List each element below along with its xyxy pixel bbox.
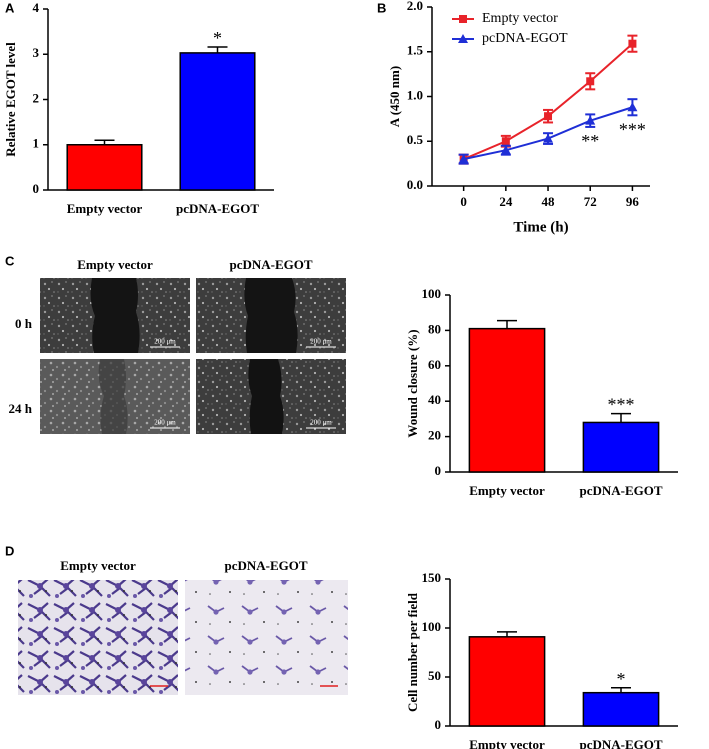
transwell-images: [18, 580, 348, 695]
marker: [585, 115, 596, 125]
column-label: Empty vector: [60, 558, 136, 573]
marker: [458, 154, 469, 164]
panel-label: A: [5, 0, 15, 15]
y-tick-label: 0: [33, 181, 40, 196]
y-tick-label: 0.5: [407, 132, 424, 147]
legend-label: pcDNA-EGOT: [482, 31, 568, 46]
x-tick-label: pcDNA-EGOT: [176, 201, 259, 216]
y-tick-label: 20: [428, 428, 441, 443]
y-axis-label: Cell number per field: [405, 592, 420, 712]
significance: *: [213, 28, 222, 48]
y-axis-label: Wound closure (%): [405, 329, 420, 437]
marker: [500, 145, 511, 155]
bar: [582, 691, 660, 727]
x-tick-label: 24: [499, 194, 513, 209]
significance: ***: [608, 395, 635, 415]
y-tick-label: 50: [428, 668, 441, 683]
column-label: pcDNA-EGOT: [229, 257, 312, 272]
legend-label: Empty vector: [482, 11, 558, 26]
y-tick-label: 40: [428, 392, 441, 407]
row-label: 0 h: [15, 316, 33, 331]
marker: [543, 133, 554, 143]
x-tick-label: pcDNA-EGOT: [579, 737, 662, 749]
y-tick-label: 2: [33, 90, 40, 105]
scale-bar-label: 200 μm: [154, 419, 176, 427]
scale-bar-label: 200 μm: [310, 419, 332, 427]
x-tick-label: 96: [626, 194, 640, 209]
y-tick-label: 0: [435, 717, 442, 732]
bar: [468, 327, 546, 473]
marker: [586, 77, 595, 86]
scale-bar-label: 200 μm: [310, 338, 332, 346]
marker: [459, 15, 467, 23]
x-tick-label: Empty vector: [469, 483, 545, 498]
marker: [458, 34, 468, 43]
x-tick-label: 72: [584, 194, 597, 209]
y-tick-label: 1.0: [407, 87, 423, 102]
panel-label: C: [5, 253, 15, 268]
y-tick-label: 60: [428, 357, 441, 372]
y-axis-label: A (450 nm): [387, 66, 402, 127]
significance: **: [581, 131, 599, 151]
x-tick-label: 48: [542, 194, 556, 209]
x-tick-label: Empty vector: [67, 201, 143, 216]
column-label: Empty vector: [77, 257, 153, 272]
significance: *: [617, 669, 626, 689]
marker: [501, 137, 510, 146]
marker: [628, 39, 637, 48]
x-tick-label: Empty vector: [469, 737, 545, 749]
bar: [179, 52, 256, 191]
wound-gap: [98, 359, 128, 434]
y-tick-label: 2.0: [407, 0, 423, 13]
y-axis-label: Relative EGOT level: [3, 42, 18, 157]
y-tick-label: 0: [435, 463, 442, 478]
image: [185, 580, 348, 695]
panel-label: B: [377, 0, 386, 15]
significance: ***: [619, 119, 646, 139]
y-tick-label: 1: [33, 136, 40, 151]
marker: [627, 102, 638, 112]
wound-gap: [90, 278, 140, 353]
row-label: 24 h: [9, 401, 33, 416]
y-tick-label: 4: [33, 0, 40, 15]
bar: [468, 636, 546, 727]
x-tick-label: 0: [460, 194, 467, 209]
bar: [66, 144, 143, 191]
column-label: pcDNA-EGOT: [224, 558, 307, 573]
y-tick-label: 100: [422, 619, 442, 634]
y-tick-label: 1.5: [407, 43, 424, 58]
y-tick-label: 0.0: [407, 177, 423, 192]
x-axis-label: Time (h): [513, 219, 568, 235]
wound-gap: [248, 359, 284, 434]
y-tick-label: 80: [428, 321, 441, 336]
y-tick-label: 100: [422, 286, 442, 301]
bar: [582, 421, 660, 473]
image: [18, 580, 178, 695]
y-tick-label: 3: [33, 45, 40, 60]
x-tick-label: pcDNA-EGOT: [579, 483, 662, 498]
y-tick-label: 150: [422, 570, 442, 585]
wound-gap: [244, 278, 298, 353]
wound-images: [40, 278, 346, 434]
panel-label: D: [5, 543, 14, 558]
marker: [544, 112, 553, 121]
scale-bar-label: 200 μm: [154, 338, 176, 346]
